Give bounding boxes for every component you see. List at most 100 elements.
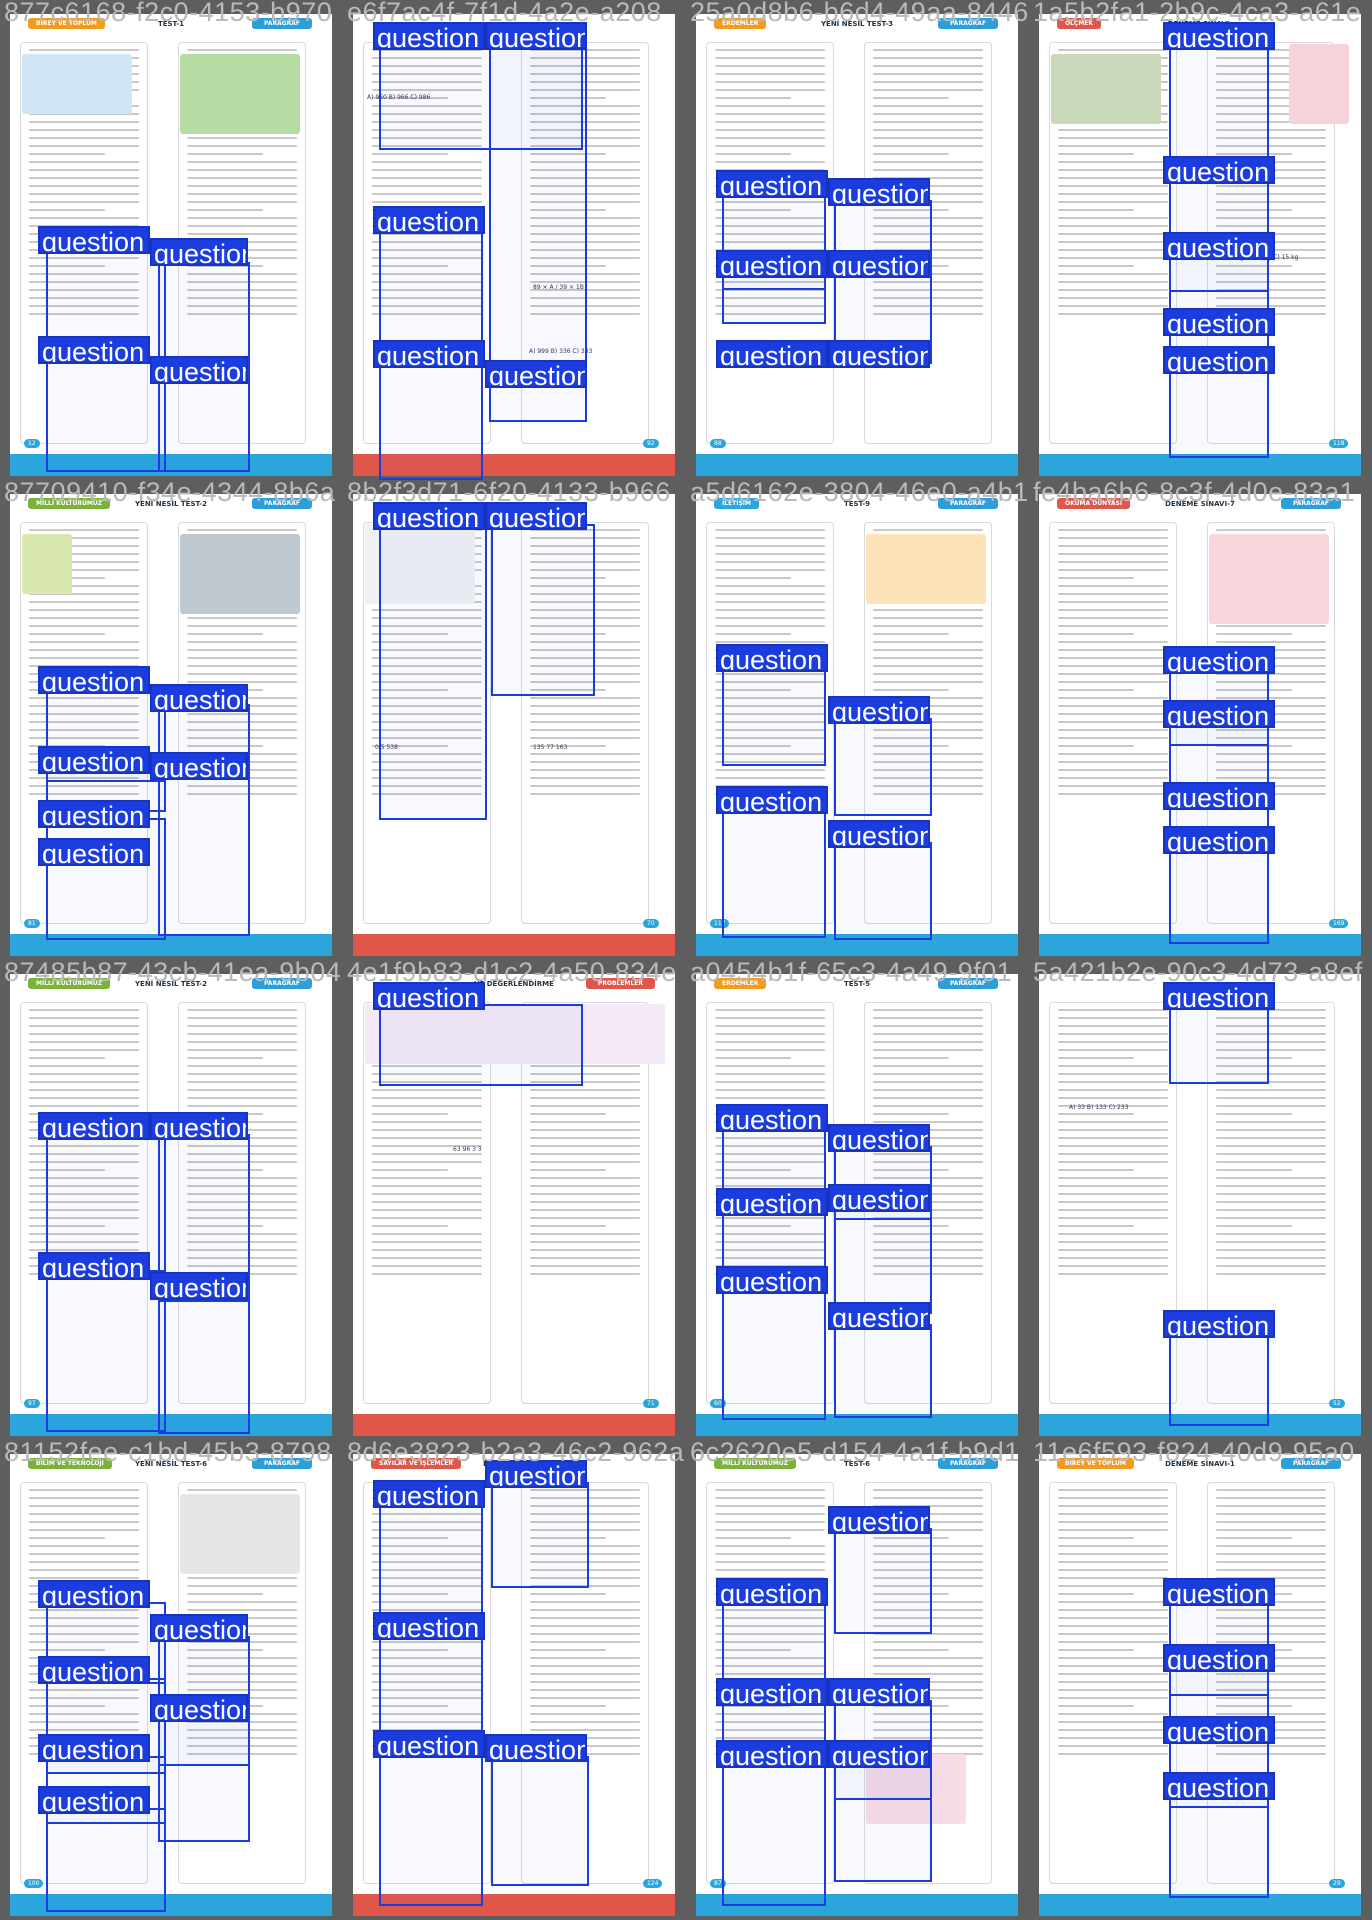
text-line (530, 1561, 640, 1563)
unit-tag: MİLLİ KÜLTÜRÜMÜZ (28, 498, 111, 509)
image-id-watermark: e6f7ac4f-7f1d-4a2e-a208 (347, 0, 662, 27)
text-line (1216, 1241, 1326, 1243)
text-line (873, 65, 983, 67)
text-line (715, 577, 791, 579)
text-line (715, 681, 825, 683)
text-line (1216, 1633, 1326, 1635)
page-tile: 0 5 538 135 77 163 70 8b2f3d71-6f20-4133-b9… (343, 480, 686, 960)
text-line (715, 625, 825, 627)
text-line (187, 289, 297, 291)
text-line (187, 745, 263, 747)
text-line (1058, 625, 1168, 627)
text-line (187, 625, 297, 627)
text-line (1058, 785, 1168, 787)
text-line (873, 1057, 949, 1059)
text-line (715, 777, 825, 779)
book-page: VE DEĞERLENDİRME PROBLEMLER 63 96 3 3 71 (353, 974, 675, 1436)
text-line (372, 1073, 482, 1075)
text-line (715, 737, 825, 739)
image-id-watermark: 87485b87-43cb-41ea-9b04 (4, 960, 342, 987)
text-line (873, 1225, 949, 1227)
question-label: question (828, 340, 930, 368)
text-line (29, 1097, 139, 1099)
text-line (29, 729, 139, 731)
text-line (29, 1185, 139, 1187)
text-line (1058, 1225, 1134, 1227)
text-line (372, 761, 482, 763)
text-line (1216, 1257, 1326, 1259)
text-line (1058, 737, 1168, 739)
text-line (372, 89, 482, 91)
text-line (873, 633, 949, 635)
text-line (29, 657, 139, 659)
text-line (187, 1049, 297, 1051)
text-line (372, 1689, 482, 1691)
text-line (1058, 1185, 1168, 1187)
question-region (379, 524, 487, 820)
text-line (372, 1561, 482, 1563)
text-line (1058, 1009, 1168, 1011)
text-line (187, 1641, 297, 1643)
text-line (29, 185, 139, 187)
text-line (1216, 97, 1292, 99)
question-region (834, 1528, 932, 1634)
text-line (530, 617, 640, 619)
question-label: question (716, 250, 828, 278)
text-line (187, 1689, 297, 1691)
text-line (29, 1089, 139, 1091)
text-line (372, 1697, 482, 1699)
test-title: TEST-9 (843, 500, 871, 508)
text-line (1058, 649, 1168, 651)
text-line (372, 1113, 448, 1115)
question-label: question (716, 1578, 828, 1606)
left-column (20, 522, 148, 924)
text-line (1216, 1193, 1326, 1195)
text-line (1216, 57, 1326, 59)
text-line (715, 81, 825, 83)
text-line (1058, 1625, 1168, 1627)
text-line (29, 713, 139, 715)
text-line (530, 1577, 640, 1579)
text-line (1058, 1201, 1168, 1203)
text-line (530, 529, 640, 531)
text-line (29, 1145, 139, 1147)
text-line (29, 1057, 105, 1059)
text-line (715, 673, 825, 675)
text-line (873, 657, 983, 659)
text-line (715, 1225, 791, 1227)
text-line (715, 569, 825, 571)
test-title: YENİ NESİL TEST-3 (820, 20, 894, 28)
text-line (873, 649, 983, 651)
text-line (29, 1529, 139, 1531)
text-line (873, 745, 949, 747)
text-line (1216, 769, 1326, 771)
text-line (29, 593, 139, 595)
text-line (1058, 561, 1168, 563)
question-label: question (1163, 1772, 1275, 1800)
section-badge: PARAGRAF (937, 1458, 998, 1469)
text-line (29, 1521, 139, 1523)
text-line (372, 633, 448, 635)
text-line (1058, 153, 1134, 155)
text-line (187, 785, 297, 787)
text-line (372, 793, 482, 795)
text-line (187, 281, 297, 283)
text-line (1216, 1553, 1326, 1555)
page-number: 124 (643, 1879, 663, 1888)
text-line (372, 1105, 482, 1107)
text-line (1058, 1233, 1168, 1235)
text-line (1058, 1169, 1134, 1171)
text-line (187, 1025, 297, 1027)
text-line (372, 1089, 482, 1091)
text-line (372, 193, 482, 195)
text-line (1058, 1673, 1168, 1675)
text-line (1058, 1577, 1168, 1579)
text-line (29, 1153, 139, 1155)
text-line (530, 1129, 640, 1131)
text-line (873, 793, 983, 795)
text-line (1058, 681, 1168, 683)
test-title: TEST-1 (157, 20, 185, 28)
text-line (29, 1609, 139, 1611)
question-label: question (716, 170, 828, 198)
illustration (180, 54, 300, 134)
